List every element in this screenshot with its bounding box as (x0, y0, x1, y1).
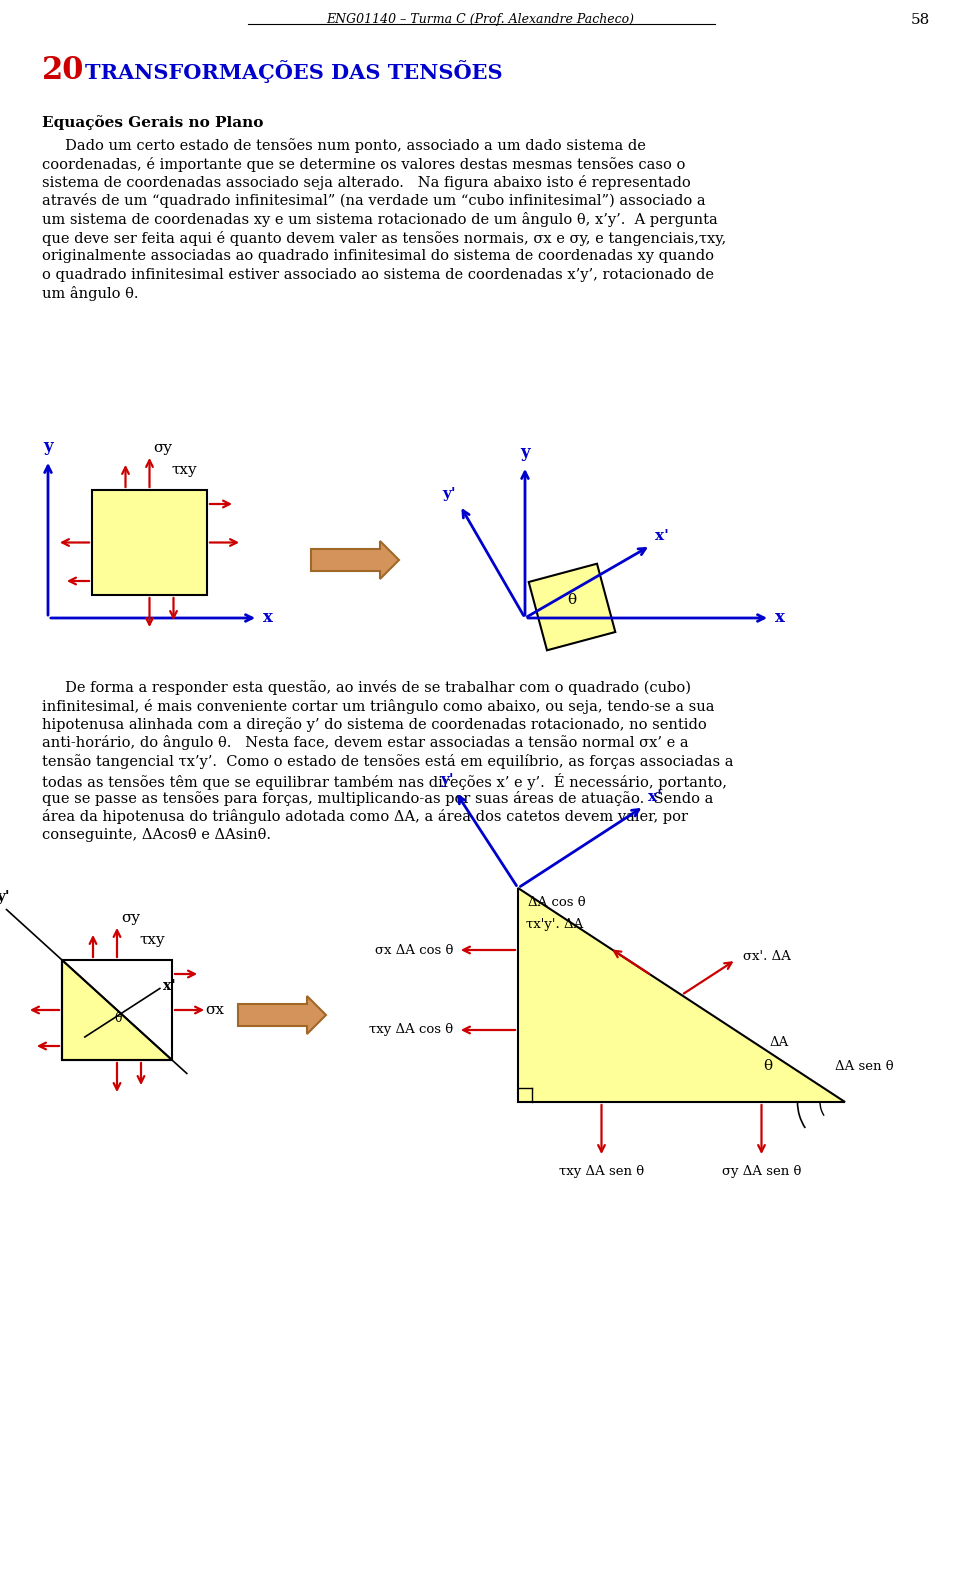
Text: Equações Gerais no Plano: Equações Gerais no Plano (42, 115, 263, 129)
Text: anti-horário, do ângulo θ.   Nesta face, devem estar associadas a tensão normal : anti-horário, do ângulo θ. Nesta face, d… (42, 735, 688, 751)
Text: ΔA cos θ: ΔA cos θ (528, 896, 586, 908)
Text: TRANSFORMAÇÕES DAS TENSÕES: TRANSFORMAÇÕES DAS TENSÕES (85, 60, 503, 84)
Polygon shape (238, 997, 326, 1035)
Polygon shape (518, 888, 845, 1102)
Polygon shape (311, 541, 399, 579)
Text: hipotenusa alinhada com a direção y’ do sistema de coordenadas rotacionado, no s: hipotenusa alinhada com a direção y’ do … (42, 718, 707, 732)
Text: 20: 20 (42, 55, 84, 87)
Text: y': y' (443, 487, 456, 501)
Text: ENG01140 – Turma C (Prof. Alexandre Pacheco): ENG01140 – Turma C (Prof. Alexandre Pach… (326, 13, 634, 25)
Text: ΔA sen θ: ΔA sen θ (835, 1060, 894, 1074)
Text: y: y (43, 438, 53, 456)
Bar (92, 490, 207, 595)
Text: originalmente associadas ao quadrado infinitesimal do sistema de coordenadas xy : originalmente associadas ao quadrado inf… (42, 249, 714, 263)
Text: σx ΔA cos θ: σx ΔA cos θ (374, 943, 453, 957)
Text: x: x (775, 609, 785, 626)
Text: Dado um certo estado de tensões num ponto, associado a um dado sistema de: Dado um certo estado de tensões num pont… (42, 139, 646, 153)
Text: y: y (520, 445, 530, 460)
Text: tensão tangencial τx’y’.  Como o estado de tensões está em equilíbrio, as forças: tensão tangencial τx’y’. Como o estado d… (42, 754, 733, 770)
Text: σy: σy (121, 912, 140, 926)
Text: conseguinte, ΔAcosθ e ΔAsinθ.: conseguinte, ΔAcosθ e ΔAsinθ. (42, 828, 271, 842)
Text: τx'y'. ΔA: τx'y'. ΔA (526, 918, 584, 930)
Text: σx: σx (205, 1003, 224, 1017)
Polygon shape (62, 960, 172, 1060)
Text: sistema de coordenadas associado seja alterado.   Na figura abaixo isto é repres: sistema de coordenadas associado seja al… (42, 175, 691, 189)
Text: área da hipotenusa do triângulo adotada como ΔA, a área dos catetos devem valer,: área da hipotenusa do triângulo adotada … (42, 809, 688, 825)
Text: x': x' (163, 979, 176, 994)
Text: θ: θ (567, 593, 576, 607)
Bar (62, 960, 172, 1060)
Text: x': x' (648, 790, 661, 804)
Text: τxy: τxy (139, 934, 164, 948)
Text: θ: θ (115, 1012, 122, 1025)
Text: 58: 58 (911, 13, 930, 27)
Text: através de um “quadrado infinitesimal” (na verdade um “cubo infinitesimal”) asso: através de um “quadrado infinitesimal” (… (42, 194, 706, 208)
Text: y': y' (0, 889, 11, 904)
Text: σx'. ΔA: σx'. ΔA (743, 951, 791, 964)
Text: x': x' (655, 530, 668, 544)
Text: τxy ΔA cos θ: τxy ΔA cos θ (369, 1023, 453, 1036)
Text: que se passe as tensões para forças, multiplicando-as por suas áreas de atuação.: que se passe as tensões para forças, mul… (42, 792, 713, 806)
Text: um sistema de coordenadas xy e um sistema rotacionado de um ângulo θ, x’y’.  A p: um sistema de coordenadas xy e um sistem… (42, 211, 718, 227)
Text: y': y' (440, 773, 453, 787)
Text: ΔA: ΔA (770, 1036, 789, 1049)
Text: um ângulo θ.: um ângulo θ. (42, 285, 138, 301)
Text: τxy: τxy (172, 464, 197, 476)
Text: coordenadas, é importante que se determine os valores destas mesmas tensões caso: coordenadas, é importante que se determi… (42, 156, 685, 172)
Text: σy ΔA sen θ: σy ΔA sen θ (722, 1165, 802, 1178)
Text: que deve ser feita aqui é quanto devem valer as tensões normais, σx e σy, e tang: que deve ser feita aqui é quanto devem v… (42, 230, 727, 246)
Text: infinitesimal, é mais conveniente cortar um triângulo como abaixo, ou seja, tend: infinitesimal, é mais conveniente cortar… (42, 699, 714, 713)
Polygon shape (529, 563, 615, 650)
Text: o quadrado infinitesimal estiver associado ao sistema de coordenadas x’y’, rotac: o quadrado infinitesimal estiver associa… (42, 268, 714, 282)
Text: x: x (263, 609, 273, 626)
Text: τxy ΔA sen θ: τxy ΔA sen θ (559, 1165, 644, 1178)
Text: θ: θ (763, 1060, 772, 1072)
Text: σy: σy (154, 442, 173, 456)
Text: De forma a responder esta questão, ao invés de se trabalhar com o quadrado (cubo: De forma a responder esta questão, ao in… (42, 680, 691, 695)
Text: todas as tensões têm que se equilibrar também nas direções x’ e y’.  É necessári: todas as tensões têm que se equilibrar t… (42, 773, 727, 790)
